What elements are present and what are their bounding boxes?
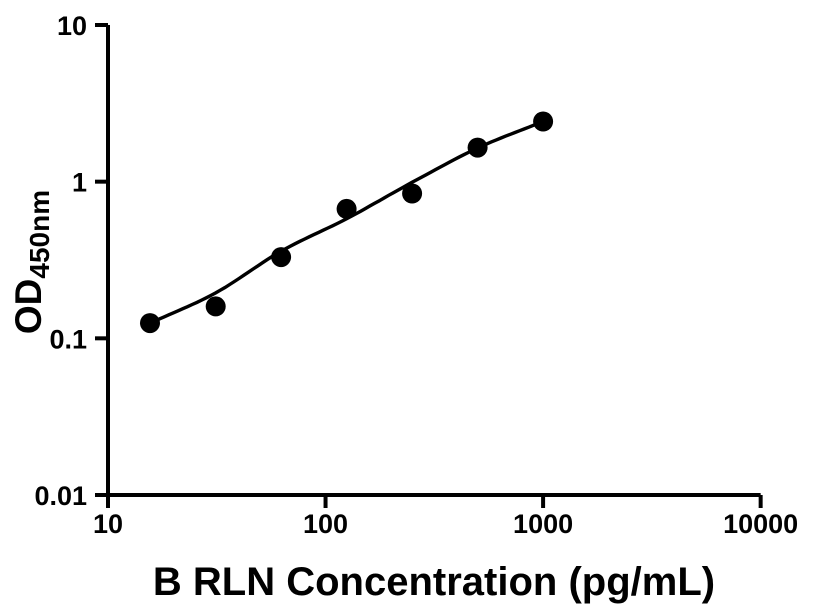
x-axis-title: B RLN Concentration (pg/mL): [153, 560, 715, 604]
axes-layer: [95, 24, 761, 508]
y-axis-title: OD450nm: [8, 190, 55, 334]
x-tick-label: 1000: [513, 509, 573, 539]
tick-labels-layer: 0.01 0.1 1 10 10 100 1000 10000: [34, 11, 798, 539]
x-tick-label: 100: [303, 509, 348, 539]
y-axis-title-main: OD: [8, 279, 49, 335]
points-layer: [140, 111, 554, 334]
data-point: [402, 183, 423, 204]
y-axis-title-subscript: 450nm: [24, 190, 55, 279]
data-point: [205, 296, 226, 317]
y-tick-label: 1: [72, 168, 87, 198]
data-point: [336, 198, 357, 219]
ticks-layer: [95, 22, 763, 508]
y-tick-label: 0.1: [49, 324, 87, 354]
data-point: [467, 137, 488, 158]
y-tick-label: 0.01: [34, 481, 87, 511]
x-tick-label: 10000: [723, 509, 798, 539]
data-point: [140, 313, 160, 334]
y-tick-label: 10: [57, 11, 87, 41]
data-point: [271, 247, 292, 268]
data-point: [533, 111, 554, 132]
x-tick-label: 10: [93, 509, 123, 539]
